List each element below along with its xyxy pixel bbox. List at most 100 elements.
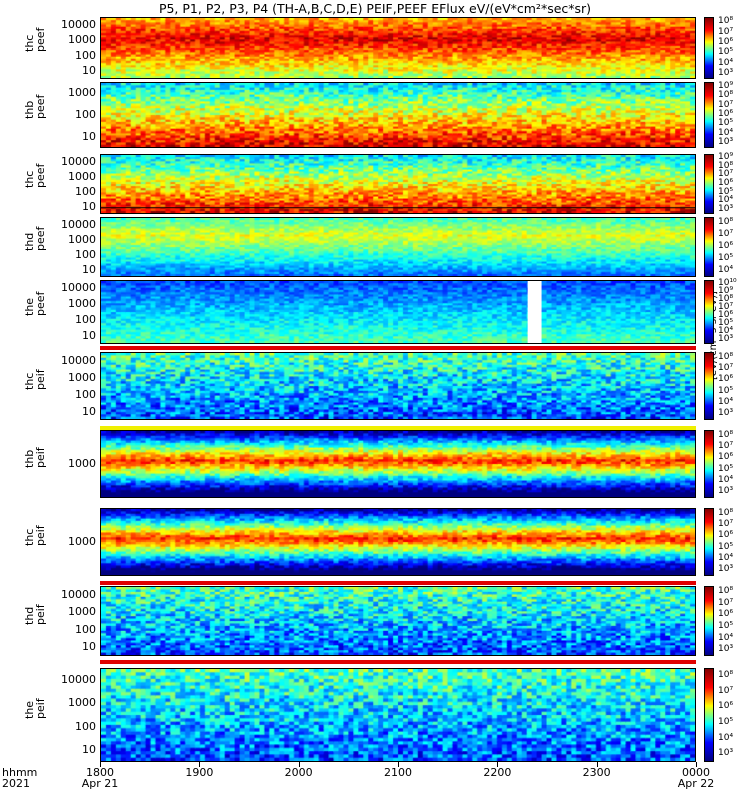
colorbar-tick-label: 10⁵ (718, 620, 734, 631)
colorbar-tick-label: 10⁸ (718, 16, 734, 27)
colorbar-tick-label: 10³ (718, 564, 734, 575)
colorbar-tick-label: 10³ (718, 137, 734, 148)
panel-separator-bar (100, 660, 696, 664)
y-tick-label: 1000 (68, 232, 96, 246)
colorbar-tick-label: 10⁵ (718, 47, 734, 58)
y-tick-label: 100 (75, 108, 96, 121)
colorbar (704, 668, 714, 762)
panel-y-label: thc peif (23, 525, 47, 546)
y-tick-label: 1000 (68, 535, 96, 548)
y-tick-label: 10000 (61, 672, 96, 686)
panel-separator-bar (100, 426, 696, 430)
colorbar-tick-label: 10⁷ (718, 169, 734, 180)
spectrogram-panel-thc-peif (100, 352, 696, 420)
y-tick-label: 1000 (68, 696, 96, 710)
spectrogram-panel-thd-peif (100, 586, 696, 656)
colorbar (704, 154, 714, 214)
spectrogram-image (101, 281, 695, 343)
y-tick-label: 10 (82, 329, 96, 342)
colorbar-tick-label: 10⁴ (718, 475, 734, 485)
colorbar-tick-label: 10⁵ (718, 716, 734, 727)
colorbar-tick-label: 10⁷ (718, 597, 734, 608)
y-tick-label: 10000 (61, 281, 96, 294)
y-tick-label: 100 (75, 387, 96, 401)
y-tick-label: 100 (75, 184, 96, 198)
colorbar-tick-label: 10³ (718, 67, 734, 78)
colorbar-tick-label: 10⁸ (718, 294, 734, 304)
colorbar-tick-label: 10⁶ (718, 36, 734, 47)
x-tick-label: 1900 (185, 766, 214, 779)
product-label: peif (34, 604, 47, 625)
spectrogram-image (101, 353, 695, 419)
y-tick-label: 1000 (68, 297, 96, 310)
y-tick-label: 10000 (61, 217, 96, 231)
colorbar-tick-label: 10⁷ (718, 302, 734, 312)
y-tick-label: 100 (75, 313, 96, 326)
spectrogram-panel-the-peef (100, 280, 696, 344)
spectrogram-image (101, 155, 695, 213)
product-label: peef (34, 226, 47, 251)
colorbar-tick-label: 10⁶ (718, 310, 734, 320)
spectrogram-panel-thc-peif (100, 508, 696, 576)
spectrogram-panel-thc-peef (100, 154, 696, 214)
panel-y-label: thd peif (23, 604, 47, 625)
y-tick-label: 10 (82, 262, 96, 276)
y-tick-label: 10000 (61, 587, 96, 601)
x-tick-label: 2000 (284, 766, 313, 779)
colorbar-tick-label: 10⁴ (718, 195, 734, 206)
y-tick-label: 10000 (61, 154, 96, 168)
colorbar-tick-label: 10⁸ (718, 429, 734, 440)
panel-y-label: thc peef (23, 164, 47, 188)
colorbar-tick-label: 10⁸ (718, 669, 734, 680)
product-label: peef (34, 291, 47, 316)
colorbar-tick-label: 10⁷ (718, 229, 734, 239)
colorbar-tick-label: 10⁴ (718, 732, 734, 743)
colorbar-tick-label: 10⁷ (718, 441, 734, 451)
colorbar-tick-label: 10⁴ (718, 265, 734, 275)
y-tick-label: 1000 (68, 86, 96, 99)
colorbar-tick-label: 10⁶ (718, 109, 734, 119)
colorbar-tick-label: 10⁶ (718, 241, 734, 251)
colorbar-tick-label: 10³ (718, 486, 734, 497)
product-label: peif (34, 525, 47, 546)
panel-y-label: thb peef (23, 95, 47, 119)
x-tick-label: 2300 (582, 766, 611, 779)
y-tick-label: 100 (75, 622, 96, 636)
panel-y-label: the peif (23, 698, 47, 719)
colorbar (704, 217, 714, 277)
y-tick-label: 1000 (68, 33, 96, 47)
colorbar-tick-label: 10⁸ (718, 507, 734, 518)
product-label: peif (34, 369, 47, 390)
colorbar-tick-label: 10⁵ (718, 118, 734, 129)
colorbar-tick-label: 10⁷ (718, 519, 734, 529)
spectrogram-panel-thb-peif (100, 430, 696, 498)
x-tick-mark (497, 762, 499, 767)
spectrogram-image (101, 18, 695, 78)
y-tick-label: 10 (82, 640, 96, 654)
x-tick-label: 2100 (384, 766, 412, 779)
colorbar-tick-label: 10¹⁰ (718, 278, 737, 288)
colorbar-tick-label: 10⁴ (718, 397, 734, 407)
x-tick-mark (298, 762, 300, 767)
colorbar-tick-label: 10³ (718, 408, 734, 419)
colorbar-tick-label: 10⁸ (718, 90, 734, 101)
colorbar-tick-label: 10⁵ (718, 186, 734, 197)
x-tick-label: 0000 (682, 766, 710, 779)
y-tick-label: 1000 (68, 605, 96, 619)
colorbar-tick-label: 10⁴ (718, 553, 734, 563)
colorbar-tick-label: 10³ (718, 644, 734, 655)
spectrogram-image (101, 669, 695, 761)
y-tick-label: 100 (75, 719, 96, 733)
colorbar-tick-label: 10⁸ (718, 217, 734, 227)
y-tick-label: 100 (75, 48, 96, 62)
x-tick-mark (596, 762, 598, 767)
x-tick-label: 1800 (86, 766, 114, 779)
colorbar-tick-label: 10⁶ (718, 530, 734, 541)
colorbar-tick-label: 10⁶ (718, 701, 734, 712)
product-label: peef (34, 27, 47, 52)
colorbar-tick-label: 10⁶ (718, 178, 734, 188)
spectrogram-image (101, 509, 695, 575)
colorbar-tick-label: 10⁶ (718, 374, 734, 385)
colorbar-tick-label: 10³ (718, 203, 734, 214)
colorbar-tick-label: 10⁵ (718, 385, 734, 396)
